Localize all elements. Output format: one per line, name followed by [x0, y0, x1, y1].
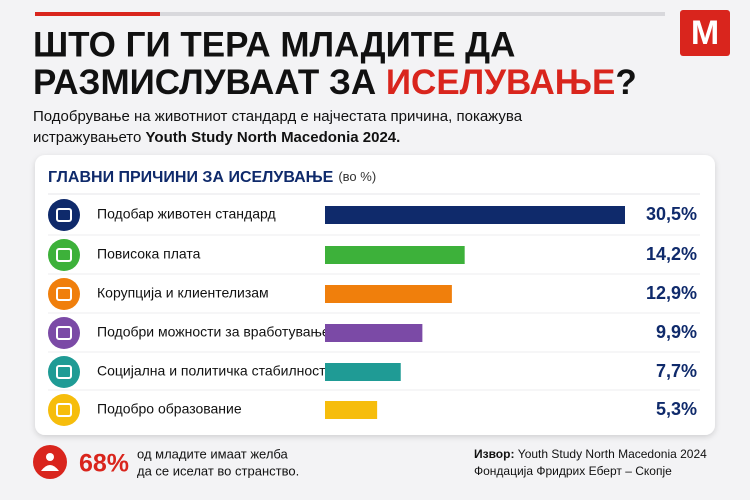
stat-icon	[33, 445, 67, 479]
subtitle-bold: Youth Study North Macedonia 2024.	[146, 129, 401, 146]
row-icon	[48, 356, 80, 388]
subtitle-part: истражувањето	[33, 129, 146, 146]
title-part: ?	[615, 63, 636, 102]
source: Извор: Youth Study North Macedonia 2024	[474, 447, 707, 461]
value-label: 14,2%	[646, 244, 697, 264]
logo: M	[691, 14, 719, 52]
category-label: Повисока плата	[97, 246, 201, 262]
title-highlight: ИСЕЛУВАЊЕ	[386, 63, 615, 102]
row-icon	[48, 199, 80, 231]
row-icon-glyph	[56, 287, 72, 301]
title: ШТО ГИ ТЕРА МЛАДИТЕ ДА	[33, 25, 515, 64]
subtitle: Подобрување на животниот стандард е најч…	[33, 108, 523, 125]
bar	[325, 246, 465, 264]
chart-title-text: ГЛАВНИ ПРИЧИНИ ЗА ИСЕЛУВАЊЕ	[48, 169, 334, 186]
bar	[325, 363, 401, 381]
value-label: 12,9%	[646, 283, 697, 303]
source-label: Извор:	[474, 447, 514, 461]
stat: 68%	[79, 450, 129, 478]
source: Фондација Фридрих Еберт – Скопје	[474, 464, 672, 478]
row-icon	[48, 278, 80, 310]
stat-icon-glyph	[46, 453, 54, 461]
source-text: Youth Study North Macedonia 2024	[514, 447, 707, 461]
row-icon-glyph	[56, 208, 72, 222]
bar	[325, 401, 378, 419]
title-part: РАЗМИСЛУВААТ ЗА	[33, 63, 386, 102]
bar	[325, 285, 452, 303]
category-label: Подобар животен стандард	[97, 206, 276, 222]
row-icon-glyph	[56, 248, 72, 262]
category-label: Корупција и клиентелизам	[97, 285, 269, 301]
row-icon-glyph	[56, 403, 72, 417]
category-label: Социјална и политичка стабилност	[97, 363, 326, 379]
row-icon-glyph	[56, 326, 72, 340]
top-rule	[35, 12, 665, 16]
stat-text: да се иселат во странство.	[137, 463, 299, 478]
value-label: 9,9%	[656, 322, 697, 342]
value-label: 30,5%	[646, 204, 697, 224]
bar	[325, 206, 625, 224]
chart-rows: Подобар животен стандард 30,5% Повисока пл…	[48, 199, 700, 426]
top-rule-accent	[35, 12, 160, 16]
title: РАЗМИСЛУВААТ ЗА ИСЕЛУВАЊЕ?	[33, 63, 637, 102]
category-label: Подобро образование	[97, 401, 242, 417]
stat-icon-glyph	[41, 465, 59, 471]
row-icon	[48, 394, 80, 426]
subtitle: истражувањето Youth Study North Macedoni…	[33, 129, 400, 146]
row-icon	[48, 239, 80, 271]
stat-text: од младите имаат желба	[137, 446, 289, 461]
value-label: 7,7%	[656, 361, 697, 381]
row-icon	[48, 317, 80, 349]
value-label: 5,3%	[656, 399, 697, 419]
chart-unit: (во %)	[338, 169, 376, 184]
logo-box	[680, 10, 730, 56]
bar	[325, 324, 423, 342]
chart-title: ГЛАВНИ ПРИЧИНИ ЗА ИСЕЛУВАЊЕ (во %)	[48, 169, 376, 186]
category-label: Подобри можности за вработување	[97, 324, 330, 340]
row-icon-glyph	[56, 365, 72, 379]
